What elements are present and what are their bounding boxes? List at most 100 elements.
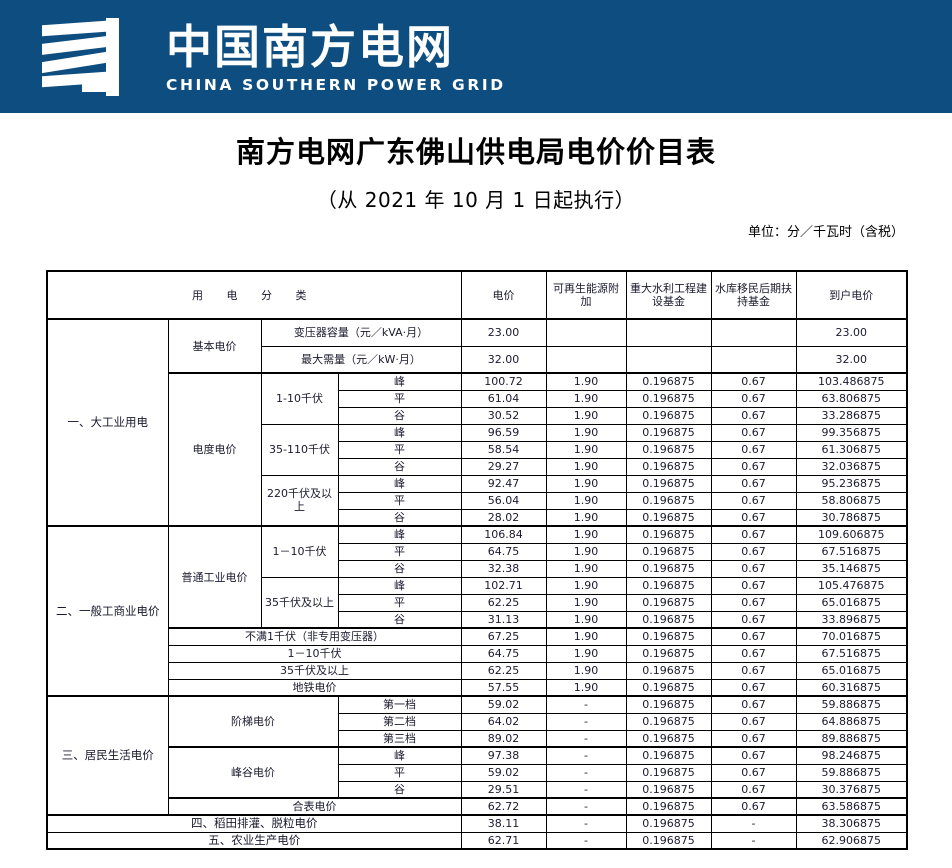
brand-banner: 中国南方电网 CHINA SOUTHERN POWER GRID bbox=[0, 0, 952, 113]
table-row: 三、居民生活电价 阶梯电价 第一档 59.02 - 0.196875 0.67 … bbox=[46, 695, 908, 816]
cell-renew: 1.90 bbox=[545, 644, 627, 663]
cell-final: 62.906875 bbox=[795, 831, 908, 850]
cell-renew: - bbox=[545, 729, 627, 748]
cell-price: 62.71 bbox=[460, 831, 547, 850]
cell-water: 0.196875 bbox=[625, 661, 712, 680]
table-row: 最大需量（元／kW·月） 32.00 32.00 bbox=[47, 345, 908, 374]
group-name-peak-valley-price: 峰谷电价 bbox=[167, 746, 339, 799]
cell-renew: 1.90 bbox=[545, 440, 627, 459]
price-table-wrap: 用 电 分 类 电价 可再生能源附加 重大水利工程建设基金 水库移民后期扶持基金… bbox=[46, 270, 908, 850]
cell-reservoir bbox=[710, 318, 797, 347]
cell-price: 59.02 bbox=[460, 695, 547, 714]
table-row: 峰谷电价 峰 97.38 - 0.196875 0.67 98.246875 bbox=[47, 746, 908, 799]
section-name-1: 一、大工业用电 bbox=[46, 318, 169, 527]
cell-final: 99.356875 bbox=[795, 423, 908, 442]
cell-price: 64.75 bbox=[460, 542, 547, 561]
period-label: 峰 bbox=[337, 576, 462, 595]
table-row: 第二档 64.02 - 0.196875 0.67 64.886875 bbox=[47, 712, 908, 731]
cell-renew: 1.90 bbox=[545, 423, 627, 442]
table-row: 不满1千伏（非专用变压器） 67.25 1.90 0.196875 0.67 7… bbox=[47, 627, 908, 646]
cell-renew: - bbox=[545, 814, 627, 833]
cell-reservoir: 0.67 bbox=[710, 406, 797, 425]
cell-final: 64.886875 bbox=[795, 712, 908, 731]
cell-renew: 1.90 bbox=[545, 491, 627, 510]
brand-name-cn: 中国南方电网 bbox=[166, 20, 454, 74]
cell-renew: 1.90 bbox=[545, 661, 627, 680]
cell-renew: - bbox=[545, 746, 627, 765]
cell-final: 70.016875 bbox=[795, 627, 908, 646]
table-row: 35-110千伏 峰 96.59 1.90 0.196875 0.67 99.3… bbox=[47, 423, 908, 476]
cell-final: 61.306875 bbox=[795, 440, 908, 459]
table-row: 平 61.04 1.90 0.196875 0.67 63.806875 bbox=[47, 389, 908, 408]
cell-water: 0.196875 bbox=[625, 457, 712, 476]
table-row: 五、农业生产电价 62.71 - 0.196875 - 62.906875 bbox=[46, 831, 908, 850]
cell-final: 63.586875 bbox=[795, 797, 908, 816]
row-label-1-10kv: 1－10千伏 bbox=[167, 644, 462, 663]
table-row: 谷 28.02 1.90 0.196875 0.67 30.786875 bbox=[47, 508, 908, 527]
cell-reservoir: 0.67 bbox=[710, 457, 797, 476]
period-label: 谷 bbox=[337, 559, 462, 578]
cell-water: 0.196875 bbox=[625, 644, 712, 663]
cell-renew: - bbox=[545, 712, 627, 731]
cell-renew: - bbox=[545, 797, 627, 816]
logo-text: 中国南方电网 CHINA SOUTHERN POWER GRID bbox=[166, 20, 506, 94]
cell-price: 31.13 bbox=[460, 610, 547, 629]
cell-water bbox=[625, 318, 712, 347]
cell-final: 60.316875 bbox=[795, 678, 908, 697]
cell-price: 96.59 bbox=[460, 423, 547, 442]
cell-reservoir: 0.67 bbox=[710, 508, 797, 527]
cell-final: 98.246875 bbox=[795, 746, 908, 765]
cell-reservoir: 0.67 bbox=[710, 525, 797, 544]
cell-renew: - bbox=[545, 831, 627, 850]
cell-renew: 1.90 bbox=[545, 593, 627, 612]
cell-renew: 1.90 bbox=[545, 372, 627, 391]
cell-water: 0.196875 bbox=[625, 797, 712, 816]
cell-renew: 1.90 bbox=[545, 457, 627, 476]
cell-reservoir: 0.67 bbox=[710, 627, 797, 646]
cell-price: 100.72 bbox=[460, 372, 547, 391]
voltage-level-1-10kv: 1-10千伏 bbox=[260, 372, 339, 425]
cell-price: 32.38 bbox=[460, 559, 547, 578]
cell-reservoir: - bbox=[710, 831, 797, 850]
cell-reservoir: 0.67 bbox=[710, 423, 797, 442]
header-price: 电价 bbox=[460, 270, 547, 320]
cell-final: 30.786875 bbox=[795, 508, 908, 527]
cell-price: 29.27 bbox=[460, 457, 547, 476]
period-label: 平 bbox=[337, 491, 462, 510]
cell-renew: 1.90 bbox=[545, 678, 627, 697]
cell-water: 0.196875 bbox=[625, 559, 712, 578]
cell-reservoir: 0.67 bbox=[710, 678, 797, 697]
section-name-4: 四、稻田排灌、脱粒电价 bbox=[46, 814, 462, 833]
cell-water: 0.196875 bbox=[625, 440, 712, 459]
table-row: 平 58.54 1.90 0.196875 0.67 61.306875 bbox=[47, 440, 908, 459]
cell-reservoir: 0.67 bbox=[710, 559, 797, 578]
cell-water bbox=[625, 345, 712, 374]
cell-final: 63.806875 bbox=[795, 389, 908, 408]
cell-water: 0.196875 bbox=[625, 372, 712, 391]
voltage-level-35kv-up: 35千伏及以上 bbox=[260, 576, 339, 629]
cell-reservoir: 0.67 bbox=[710, 763, 797, 782]
period-label: 平 bbox=[337, 593, 462, 612]
cell-price: 89.02 bbox=[460, 729, 547, 748]
table-row: 地铁电价 57.55 1.90 0.196875 0.67 60.316875 bbox=[47, 678, 908, 697]
cell-water: 0.196875 bbox=[625, 525, 712, 544]
cell-renew bbox=[545, 345, 627, 374]
cell-reservoir: 0.67 bbox=[710, 593, 797, 612]
cell-renew: 1.90 bbox=[545, 508, 627, 527]
table-row: 平 64.75 1.90 0.196875 0.67 67.516875 bbox=[47, 542, 908, 561]
cell-price: 23.00 bbox=[460, 318, 547, 347]
cell-reservoir: 0.67 bbox=[710, 610, 797, 629]
cell-water: 0.196875 bbox=[625, 389, 712, 408]
section-name-5: 五、农业生产电价 bbox=[46, 831, 462, 850]
cell-reservoir: 0.67 bbox=[710, 797, 797, 816]
cell-reservoir: 0.67 bbox=[710, 780, 797, 799]
cell-reservoir: 0.67 bbox=[710, 491, 797, 510]
table-row: 电度电价 1-10千伏 峰 100.72 1.90 0.196875 0.67 … bbox=[47, 372, 908, 527]
cell-renew: - bbox=[545, 780, 627, 799]
cell-water: 0.196875 bbox=[625, 406, 712, 425]
header-renewable-surcharge: 可再生能源附加 bbox=[545, 270, 627, 320]
cell-renew: 1.90 bbox=[545, 542, 627, 561]
table-header-row: 用 电 分 类 电价 可再生能源附加 重大水利工程建设基金 水库移民后期扶持基金… bbox=[46, 270, 908, 320]
cell-price: 38.11 bbox=[460, 814, 547, 833]
